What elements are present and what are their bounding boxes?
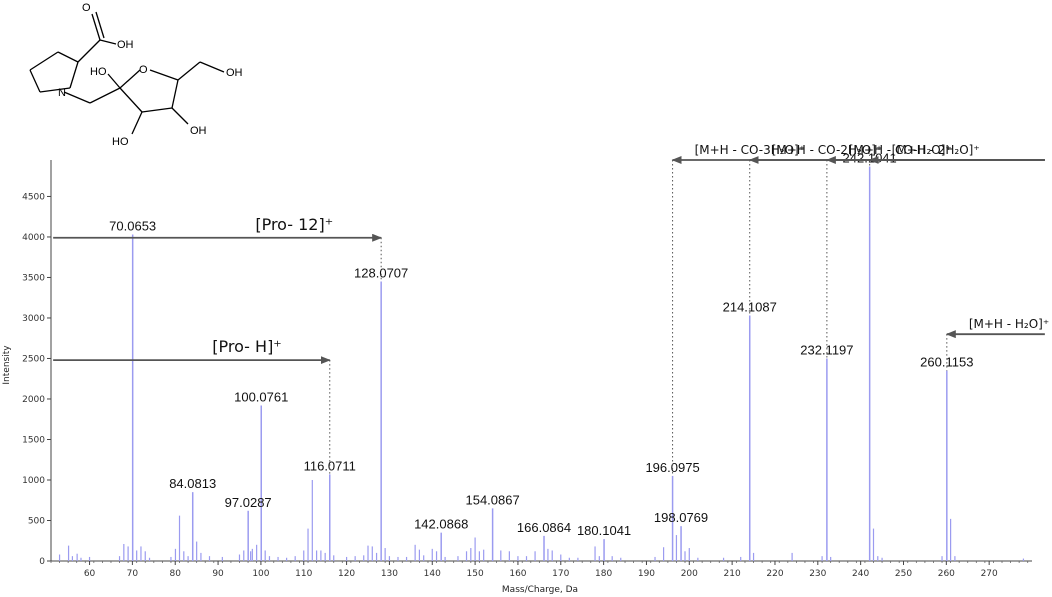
peak-label: 214.1087 — [723, 300, 777, 315]
y-tick-label: 500 — [28, 516, 45, 526]
x-tick-label: 210 — [724, 569, 741, 579]
peak-label: 84.0813 — [169, 476, 216, 491]
peak-label: 166.0864 — [517, 520, 571, 535]
minor-peaks — [58, 479, 1025, 561]
peak-label: 232.1197 — [800, 342, 853, 357]
x-tick-label: 200 — [681, 569, 698, 579]
x-tick-label: 70 — [127, 569, 139, 579]
x-tick-label: 110 — [295, 569, 312, 579]
peak-label: 180.1041 — [577, 523, 631, 538]
y-tick-label: 2000 — [22, 395, 45, 405]
annotation-label: [Pro- 12]⁺ — [255, 215, 333, 234]
x-tick-label: 180 — [595, 569, 612, 579]
x-tick-label: 220 — [766, 569, 783, 579]
molecule-atom-labels: OH O N HO O OH HO OH — [58, 2, 243, 148]
x-tick-label: 100 — [252, 569, 269, 579]
y-axis-label: Intensity — [2, 345, 12, 385]
x-tick-label: 130 — [381, 569, 398, 579]
molecule-structure — [29, 11, 225, 135]
annotation-label: [M+H - CO-3H₂O]⁺ — [695, 143, 806, 157]
peak-label: 142.0868 — [414, 517, 468, 532]
labeled-peaks: 70.0653 128.0707 100.0761 116.0711 84.0813 97… — [109, 150, 973, 561]
peak-label: 97.0287 — [225, 495, 272, 510]
atom-label: HO — [112, 136, 129, 148]
annotation-label: [M+H - 2H₂O]⁺ — [892, 143, 980, 157]
y-tick-label: 3000 — [22, 314, 45, 324]
x-tick-label: 230 — [809, 569, 826, 579]
x-axis-ticks: 60 70 80 90 100 110 120 130 140 150 160 170 180 190 20… — [50, 561, 1029, 579]
x-tick-label: 140 — [424, 569, 441, 579]
axes — [50, 160, 1032, 562]
x-tick-label: 80 — [170, 569, 182, 579]
atom-label: O — [139, 64, 148, 76]
peak-label: 196.0975 — [645, 460, 699, 475]
atom-label: HO — [90, 66, 107, 78]
peak-label: 198.0769 — [654, 510, 708, 525]
atom-label: OH — [226, 67, 243, 79]
atom-label: O — [82, 2, 91, 14]
x-tick-label: 120 — [338, 569, 355, 579]
x-tick-label: 160 — [509, 569, 526, 579]
x-tick-label: 170 — [552, 569, 569, 579]
x-axis-label: Mass/Charge, Da — [502, 585, 578, 595]
peak-label: 260.1153 — [920, 355, 973, 370]
peak-label: 154.0867 — [465, 492, 519, 507]
y-tick-label: 4500 — [22, 192, 45, 202]
x-tick-label: 240 — [852, 569, 869, 579]
y-tick-label: 3500 — [22, 273, 45, 283]
y-tick-label: 1000 — [22, 476, 45, 486]
peak-label: 70.0653 — [109, 219, 156, 234]
annotation-label: [M+H - H₂O]⁺ — [969, 317, 1049, 331]
x-tick-label: 270 — [981, 569, 998, 579]
y-axis-ticks: 0 500 1000 1500 2000 2500 3000 3500 4000 4500 — [22, 192, 51, 567]
x-tick-label: 260 — [938, 569, 955, 579]
atom-label: OH — [117, 39, 134, 51]
x-tick-label: 250 — [895, 569, 912, 579]
x-tick-label: 190 — [638, 569, 655, 579]
y-tick-label: 2500 — [22, 354, 45, 364]
peak-label: 128.0707 — [354, 266, 408, 281]
y-tick-label: 0 — [39, 557, 45, 567]
x-tick-label: 150 — [467, 569, 484, 579]
x-tick-label: 90 — [212, 569, 224, 579]
annotation-label: [M+H - CO-H₂O]⁺ — [849, 143, 952, 157]
annotation-label: [Pro- H]⁺ — [212, 337, 282, 356]
x-tick-label: 60 — [84, 569, 96, 579]
y-tick-label: 4000 — [22, 233, 45, 243]
fragment-annotations: [M+H - CO-3H₂O]⁺[M+H - CO-2H₂O]⁺[M+H - C… — [53, 143, 1049, 476]
peak-label: 100.0761 — [234, 389, 288, 404]
y-tick-label: 1500 — [22, 435, 45, 445]
annotation-label: [M+H - CO-2H₂O]⁺ — [772, 143, 883, 157]
atom-label: OH — [190, 125, 207, 137]
atom-label: N — [58, 87, 66, 99]
peak-label: 116.0711 — [304, 458, 356, 473]
